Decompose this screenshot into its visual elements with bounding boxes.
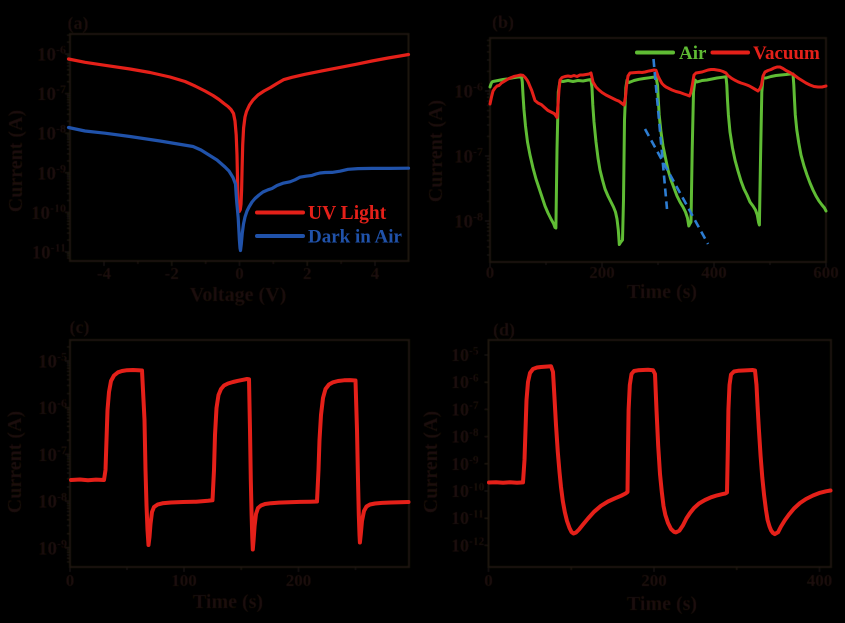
svg-text:0: 0 xyxy=(235,264,244,283)
svg-text:Vacuum: Vacuum xyxy=(753,43,820,64)
svg-text:Time (s): Time (s) xyxy=(627,593,697,615)
svg-text:Current (A): Current (A) xyxy=(425,100,447,202)
svg-text:Time (s): Time (s) xyxy=(193,591,263,613)
svg-text:0: 0 xyxy=(484,571,493,590)
svg-text:400: 400 xyxy=(807,571,833,590)
svg-text:Dark in Air: Dark in Air xyxy=(308,227,403,248)
svg-text:Current (A): Current (A) xyxy=(4,411,26,513)
svg-text:2: 2 xyxy=(303,264,312,283)
svg-text:200: 200 xyxy=(641,571,667,590)
svg-text:-4: -4 xyxy=(97,264,112,283)
svg-text:(a): (a) xyxy=(68,13,89,34)
svg-text:0: 0 xyxy=(66,571,75,590)
svg-text:Air: Air xyxy=(679,43,707,64)
svg-text:Voltage (V): Voltage (V) xyxy=(190,284,286,306)
svg-text:(b): (b) xyxy=(492,12,514,33)
svg-text:(d): (d) xyxy=(493,320,515,341)
svg-text:0: 0 xyxy=(486,263,495,282)
svg-text:200: 200 xyxy=(589,263,615,282)
svg-text:(c): (c) xyxy=(70,317,90,338)
svg-text:Current (A): Current (A) xyxy=(5,110,27,212)
svg-text:200: 200 xyxy=(286,571,312,590)
svg-text:Time (s): Time (s) xyxy=(627,281,697,303)
svg-text:4: 4 xyxy=(371,264,380,283)
svg-text:-2: -2 xyxy=(165,264,179,283)
svg-text:Current (A): Current (A) xyxy=(420,411,442,513)
svg-text:600: 600 xyxy=(813,263,839,282)
svg-text:100: 100 xyxy=(171,571,197,590)
svg-text:UV Light: UV Light xyxy=(308,203,387,224)
svg-text:400: 400 xyxy=(701,263,727,282)
